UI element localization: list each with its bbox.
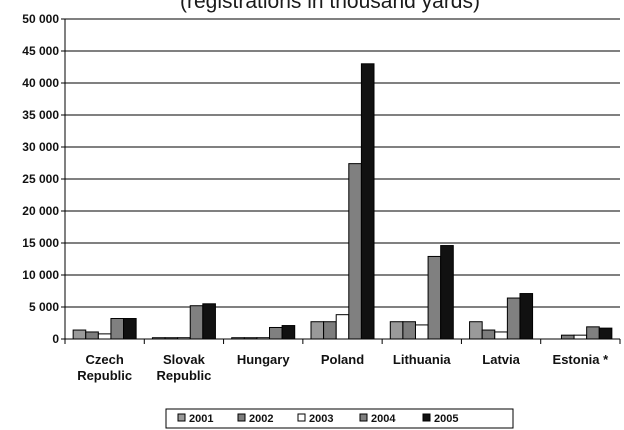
bar-2002-0 [85,331,99,340]
y-tick-label: 5 000 [29,300,59,314]
chart-title: (registrations in thousand yards) [180,0,480,13]
y-tick-label: 10 000 [22,268,59,282]
bar-2005-3 [360,63,375,340]
axes [64,19,621,344]
x-category-label: Czech Republic [77,352,132,383]
y-axis-tick-labels: 0 5 000 10 000 15 000 20 000 25 000 30 000 35 0… [22,12,65,346]
bar-2002-3 [323,321,337,340]
bar-2004-5 [506,297,521,340]
bar-2003-0 [97,333,112,340]
legend-swatch-2004 [359,413,368,422]
y-tick-label: 50 000 [22,12,59,26]
bar-2004-0 [110,318,125,340]
legend: 2001 2002 2003 2004 2005 [165,408,514,429]
bar-2003-3 [335,314,350,340]
bar-2005-4 [440,245,454,340]
y-tick-label: 35 000 [22,108,59,122]
legend-swatch-2001 [177,413,186,422]
y-tick-label: 40 000 [22,76,59,90]
legend-label-2001: 2001 [189,413,213,425]
y-tick-label: 0 [52,332,59,346]
bar-2003-6 [573,334,588,340]
bars [72,63,613,340]
legend-label-2002: 2002 [249,413,273,425]
y-tick-label: 15 000 [22,236,59,250]
x-category-label: Poland [321,352,364,367]
legend-label-2005: 2005 [434,413,458,425]
bar-2004-6 [586,326,600,340]
legend-swatch-2002 [237,413,246,422]
bar-2005-1 [202,303,216,340]
bar-2005-2 [281,325,296,340]
x-category-label: Hungary [237,352,291,367]
legend-swatch-2005 [422,413,431,422]
x-category-label: Slovak Republic [156,352,211,383]
x-category-label: Latvia [482,352,520,367]
gridlines [65,18,620,308]
legend-label-2003: 2003 [309,413,333,425]
bar-2002-6 [560,334,575,340]
bar-2002-5 [481,329,496,340]
y-tick-label: 45 000 [22,44,59,58]
bar-2005-6 [598,327,613,340]
y-tick-label: 30 000 [22,140,59,154]
legend-label-2004: 2004 [371,413,396,425]
bar-2001-3 [310,321,325,340]
bar-2003-5 [494,331,508,340]
x-axis-category-labels: Czech Republic Slovak Republic Hungary Poland… [77,352,609,383]
bar-2005-5 [519,293,534,340]
legend-swatch-2003 [297,413,306,422]
bar-2004-1 [189,305,204,340]
bar-2001-0 [72,329,87,340]
bar-2002-4 [402,321,416,340]
y-tick-label: 20 000 [22,204,59,218]
x-category-label: Lithuania [393,352,452,367]
bar-2004-4 [427,255,442,340]
bar-2004-2 [269,326,283,340]
bar-2005-0 [123,318,137,340]
bar-2004-3 [348,163,362,340]
bar-2001-4 [389,321,404,340]
y-tick-label: 25 000 [22,172,59,186]
bar-2001-5 [469,321,483,340]
x-category-label: Estonia * [553,352,610,367]
bar-2003-4 [414,324,429,340]
legend-box [165,408,514,429]
